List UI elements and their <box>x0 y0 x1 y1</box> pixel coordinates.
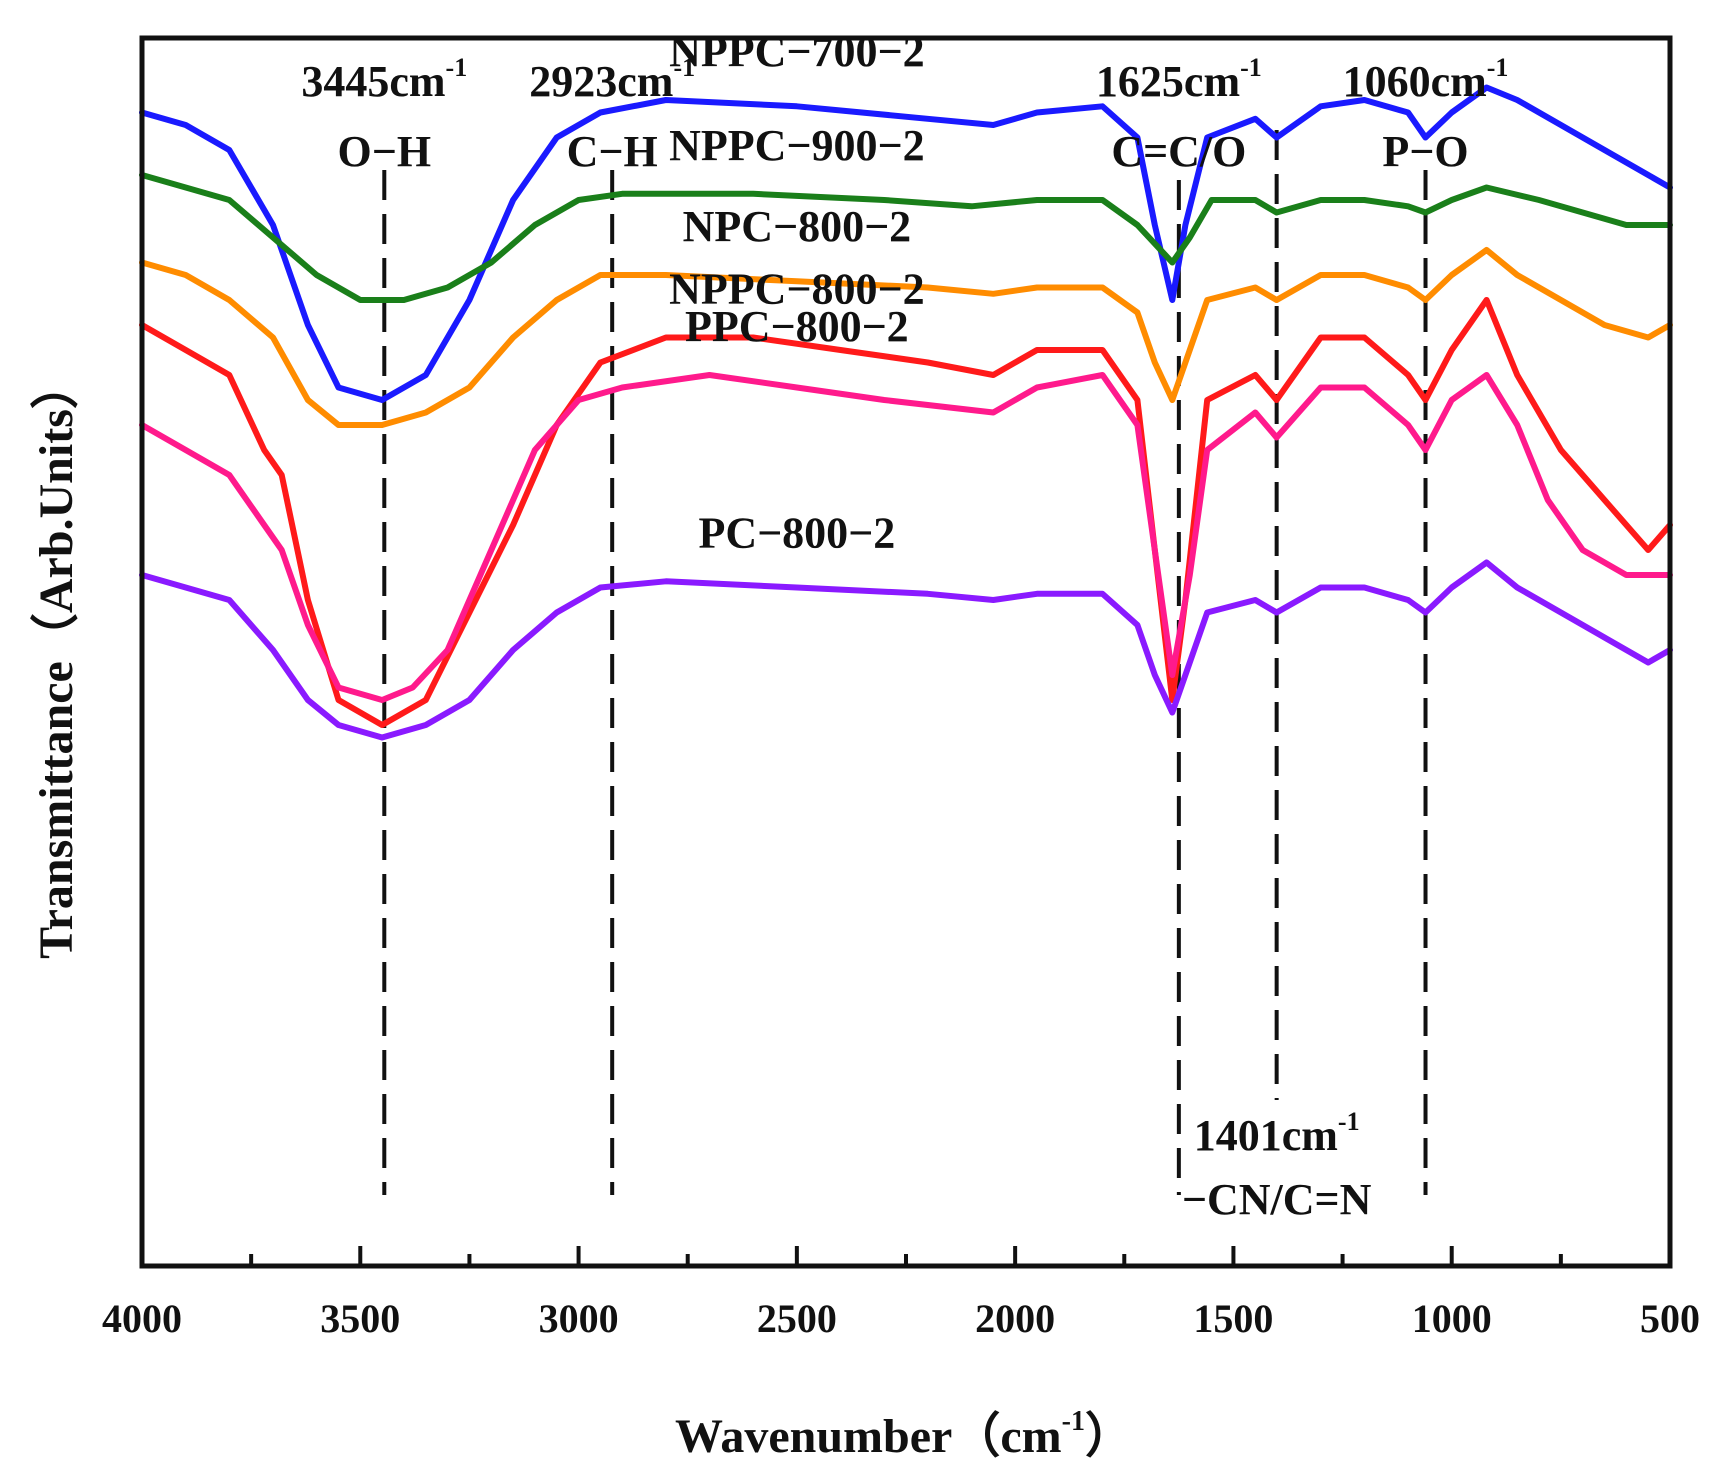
x-axis-title: Wavenumber（cm-1） <box>675 1406 1133 1463</box>
series-line <box>139 297 1673 728</box>
x-axis-ticks: 4000 3500 3000 2500 2000 1500 1000 500 <box>102 1246 1700 1341</box>
series-line <box>139 172 1673 303</box>
x-tick-label: 2500 <box>757 1296 837 1341</box>
x-tick-label: 2000 <box>975 1296 1055 1341</box>
peak-wavenumber-value: 1060cm <box>1343 57 1487 106</box>
x-tick-label: 3000 <box>539 1296 619 1341</box>
peak-labels: 3445cm-1O−H2923cm-1C−H1625cm-1C=C/O1401c… <box>301 53 1508 1224</box>
peak-wavenumber-label: 1060cm-1 <box>1343 53 1509 106</box>
series-label: NPPC−900−2 <box>669 121 924 170</box>
peak-wavenumber-sup: -1 <box>1487 53 1509 82</box>
peak-wavenumber-value: 1401cm <box>1194 1111 1338 1160</box>
peak-assignment-label: −CN/C=N <box>1182 1175 1372 1224</box>
x-tick-label: 1000 <box>1412 1296 1492 1341</box>
peak-wavenumber-sup: -1 <box>1240 53 1262 82</box>
series-line <box>139 84 1673 403</box>
peak-wavenumber-label: 1401cm-1 <box>1194 1107 1360 1160</box>
series-label: NPC−800−2 <box>683 202 912 251</box>
x-tick-label: 4000 <box>102 1296 182 1341</box>
x-tick-label: 1500 <box>1193 1296 1273 1341</box>
series-label: PC−800−2 <box>698 508 895 557</box>
series-label: PPC−800−2 <box>685 302 909 351</box>
series-line <box>139 559 1673 741</box>
peak-wavenumber-label: 2923cm-1 <box>529 53 695 106</box>
series-line <box>139 372 1673 703</box>
x-axis-title-close: ） <box>1085 1410 1133 1463</box>
y-axis-title: Transmittance（Arb.Units） <box>30 361 83 959</box>
x-axis-title-sup: -1 <box>1062 1406 1085 1437</box>
series-layer <box>139 84 1673 741</box>
peak-assignment-label: P−O <box>1382 127 1468 176</box>
peak-wavenumber-value: 1625cm <box>1096 57 1240 106</box>
series-label: NPPC−700−2 <box>669 27 924 76</box>
peak-assignment-label: C−H <box>567 127 658 176</box>
peak-assignment-label: C=C/O <box>1111 127 1246 176</box>
peak-wavenumber-label: 3445cm-1 <box>301 53 467 106</box>
series-line <box>139 247 1673 428</box>
peak-wavenumber-value: 3445cm <box>301 57 445 106</box>
peak-wavenumber-sup: -1 <box>1338 1107 1360 1136</box>
peak-assignment-label: O−H <box>338 127 432 176</box>
x-tick-label: 500 <box>1640 1296 1700 1341</box>
peak-wavenumber-value: 2923cm <box>529 57 673 106</box>
x-tick-label: 3500 <box>320 1296 400 1341</box>
peak-wavenumber-sup: -1 <box>446 53 468 82</box>
x-axis-title-main: Wavenumber（cm <box>675 1410 1062 1463</box>
peak-wavenumber-label: 1625cm-1 <box>1096 53 1262 106</box>
peak-wavenumber-sup: -1 <box>673 53 695 82</box>
series-label: NPPC−800−2 <box>669 265 924 314</box>
series-labels: NPPC−700−2 NPPC−800−2 NPPC−900−2 NPC−800−2 P… <box>669 27 924 557</box>
